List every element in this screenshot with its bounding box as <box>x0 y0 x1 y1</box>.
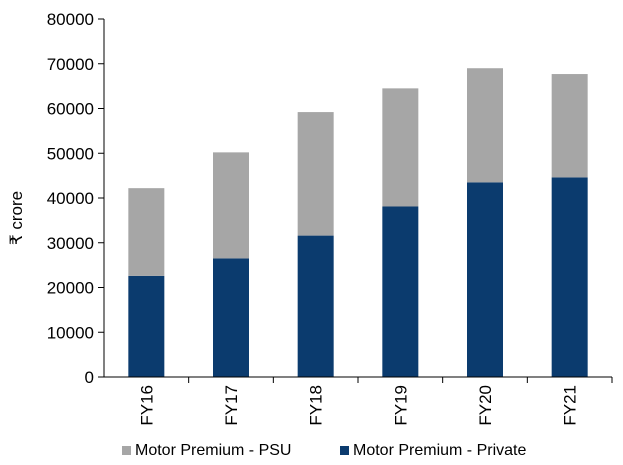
bar-private-fy21 <box>551 177 588 377</box>
y-tick-label: 40000 <box>47 189 94 208</box>
legend-label: Motor Premium - PSU <box>135 442 291 459</box>
y-tick-label: 10000 <box>47 323 94 342</box>
bar-psu-fy16 <box>128 188 165 276</box>
y-axis-ticks: 0 10000 20000 30000 40000 50000 60000 70000 8000… <box>47 10 104 387</box>
y-tick-label: 80000 <box>47 10 94 29</box>
legend-swatch <box>340 446 349 455</box>
legend-label: Motor Premium - Private <box>353 442 526 459</box>
bar-psu-fy20 <box>467 68 503 183</box>
x-tick-label: FY19 <box>391 385 410 426</box>
y-tick-label: 0 <box>85 368 94 387</box>
y-tick-label: 20000 <box>47 279 94 298</box>
bars <box>128 68 588 377</box>
x-tick-label: FY16 <box>137 385 156 426</box>
y-tick-label: 70000 <box>47 55 94 74</box>
x-tick-label: FY21 <box>561 385 580 426</box>
y-tick-label: 60000 <box>47 100 94 119</box>
legend-swatch <box>122 446 131 455</box>
bar-psu-fy18 <box>297 112 334 236</box>
bar-psu-fy17 <box>213 152 249 259</box>
bar-psu-fy21 <box>551 74 588 178</box>
x-tick-label: FY20 <box>476 385 495 426</box>
y-axis-title: ₹ crore <box>7 191 26 245</box>
y-tick-label: 30000 <box>47 234 94 253</box>
bar-psu-fy19 <box>382 88 419 207</box>
y-tick-label: 50000 <box>47 144 94 163</box>
legend: Motor Premium - PSU Motor Premium - Priva… <box>122 442 526 459</box>
bar-private-fy18 <box>297 235 334 377</box>
bar-private-fy19 <box>382 206 419 377</box>
x-tick-label: FY18 <box>307 385 326 426</box>
x-axis-ticks: FY16 FY17 FY18 FY19 FY20 FY21 <box>137 377 613 426</box>
bar-private-fy16 <box>128 275 165 377</box>
bar-private-fy20 <box>467 182 503 377</box>
bar-private-fy17 <box>213 258 249 377</box>
x-tick-label: FY17 <box>222 385 241 426</box>
